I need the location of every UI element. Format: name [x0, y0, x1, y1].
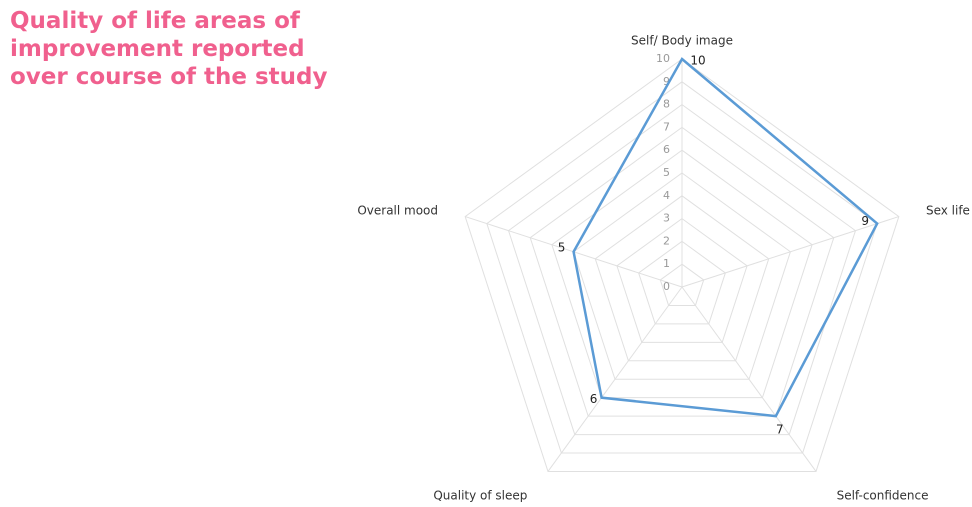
tick-label: 1: [663, 257, 670, 270]
category-label: Self/ Body image: [631, 34, 733, 48]
axis-line: [547, 286, 683, 472]
grid-line: [486, 81, 878, 454]
grid-line: [594, 195, 770, 362]
value-label: 10: [690, 54, 705, 68]
axis-line: [681, 286, 817, 472]
category-label: Self-confidence: [837, 489, 929, 503]
grid-line: [464, 58, 900, 472]
grid-line: [659, 263, 705, 306]
value-label: 7: [776, 423, 784, 437]
value-label: 9: [861, 214, 869, 228]
axis-line: [681, 216, 899, 288]
category-label: Quality of sleep: [433, 489, 527, 503]
grid-line: [638, 240, 726, 325]
grid-line: [551, 149, 813, 399]
tick-label: 6: [663, 143, 670, 156]
data-line: [572, 57, 879, 418]
chart-title: Quality of life areas of: [10, 8, 301, 34]
grid-line: [529, 126, 835, 417]
chart-title: over course of the study: [10, 64, 328, 90]
value-label: 5: [558, 240, 566, 254]
tick-label: 8: [663, 98, 670, 111]
tick-label: 0: [663, 280, 670, 293]
category-label: Overall mood: [357, 203, 438, 217]
tick-label: 4: [663, 189, 670, 202]
chart-title: improvement reported: [10, 36, 305, 62]
tick-label: 3: [663, 212, 670, 225]
tick-label: 2: [663, 234, 670, 247]
tick-label: 7: [663, 120, 670, 133]
category-label: Sex life: [926, 203, 970, 217]
grid-line: [572, 172, 792, 380]
tick-label: 9: [663, 75, 670, 88]
value-label: 6: [590, 392, 598, 406]
tick-label: 10: [656, 52, 670, 65]
grid-line: [507, 103, 857, 436]
grid-line: [616, 217, 748, 343]
tick-label: 5: [663, 166, 670, 179]
